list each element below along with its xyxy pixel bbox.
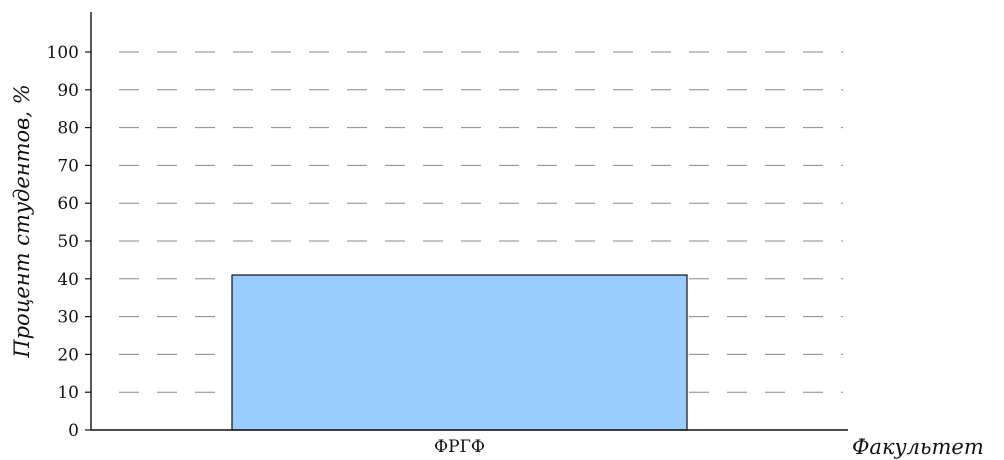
y-tick-label: 0 [68,421,79,441]
y-tick-label: 10 [57,383,79,403]
y-tick-label: 20 [57,345,79,365]
y-tick-label: 90 [57,81,79,101]
y-axis-title: Процент студентов, % [10,84,34,358]
y-tick-label: 80 [57,119,79,139]
y-tick-label: 50 [57,232,79,252]
bar [231,274,688,431]
x-axis-title: Факультет [852,435,984,459]
y-tick-label: 30 [57,308,79,328]
x-categories: ФРГФ [434,437,485,457]
y-tick-label: 100 [47,43,79,63]
y-tick-label: 60 [57,194,79,214]
y-tick-label: 70 [57,156,79,176]
y-ticks: 0 10 20 30 40 50 60 70 80 90 100 [47,43,91,441]
y-tick-label: 40 [57,270,79,290]
bars [231,274,688,431]
x-category-label: ФРГФ [434,437,485,457]
